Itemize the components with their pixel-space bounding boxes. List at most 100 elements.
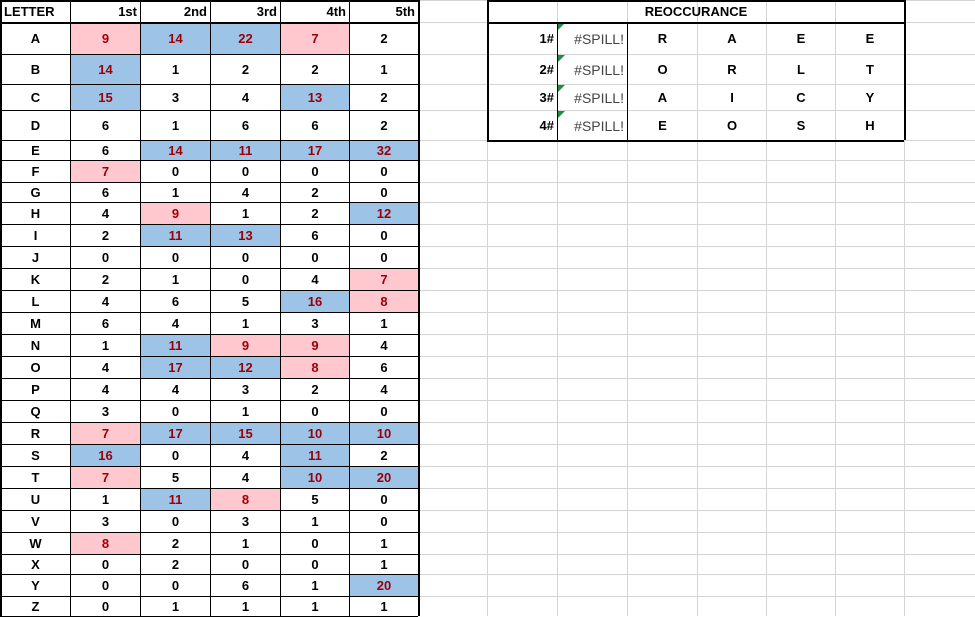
count-cell[interactable]: 3 bbox=[311, 316, 319, 331]
count-cell[interactable]: 0 bbox=[241, 250, 250, 265]
count-cell[interactable]: 6 bbox=[101, 316, 110, 331]
top-letter-cell[interactable]: C bbox=[796, 90, 806, 105]
count-cell[interactable]: 0 bbox=[241, 557, 250, 572]
count-cell[interactable]: 5 bbox=[311, 492, 319, 507]
count-cell[interactable]: 11 bbox=[141, 225, 210, 246]
count-cell[interactable]: 7 bbox=[281, 23, 349, 54]
count-cell[interactable]: 1 bbox=[241, 206, 250, 221]
rank-cell[interactable]: 3# bbox=[539, 90, 554, 105]
count-cell[interactable]: 1 bbox=[311, 514, 319, 529]
count-cell[interactable]: 1 bbox=[380, 316, 388, 331]
count-cell[interactable]: 0 bbox=[380, 228, 388, 243]
top-letter-cell[interactable]: O bbox=[657, 62, 668, 77]
count-cell[interactable]: 17 bbox=[141, 423, 210, 444]
count-cell[interactable]: 6 bbox=[241, 578, 250, 593]
count-cell[interactable]: 11 bbox=[281, 445, 349, 466]
count-cell[interactable]: 6 bbox=[101, 118, 110, 133]
count-cell[interactable]: 0 bbox=[101, 578, 110, 593]
count-cell[interactable]: 2 bbox=[101, 228, 110, 243]
count-cell[interactable]: 8 bbox=[71, 533, 140, 554]
top-letter-cell[interactable]: I bbox=[730, 90, 734, 105]
count-cell[interactable]: 0 bbox=[311, 164, 319, 179]
count-cell[interactable]: 14 bbox=[71, 55, 140, 84]
count-cell[interactable]: 6 bbox=[311, 228, 319, 243]
count-cell[interactable]: 4 bbox=[171, 382, 180, 397]
letter-cell[interactable]: K bbox=[30, 272, 41, 287]
letter-cell[interactable]: E bbox=[31, 143, 40, 158]
count-cell[interactable]: 0 bbox=[241, 272, 250, 287]
count-cell[interactable]: 1 bbox=[171, 185, 180, 200]
count-cell[interactable]: 2 bbox=[241, 62, 250, 77]
count-cell[interactable]: 1 bbox=[171, 118, 180, 133]
count-cell[interactable]: 4 bbox=[241, 448, 250, 463]
count-cell[interactable]: 13 bbox=[281, 85, 349, 110]
count-cell[interactable]: 0 bbox=[171, 164, 180, 179]
count-cell[interactable]: 9 bbox=[211, 335, 280, 356]
count-cell[interactable]: 6 bbox=[101, 143, 110, 158]
letter-cell[interactable]: T bbox=[31, 470, 40, 485]
count-cell[interactable]: 1 bbox=[241, 536, 250, 551]
position-header-3rd[interactable]: 3rd bbox=[256, 4, 277, 19]
letter-cell[interactable]: O bbox=[30, 360, 41, 375]
top-letter-cell[interactable]: A bbox=[727, 31, 737, 46]
letter-cell[interactable]: W bbox=[29, 536, 42, 551]
reoccurance-title[interactable]: REOCCURANCE bbox=[644, 4, 748, 19]
count-cell[interactable]: 9 bbox=[281, 335, 349, 356]
count-cell[interactable]: 3 bbox=[241, 514, 250, 529]
count-cell[interactable]: 4 bbox=[171, 316, 180, 331]
count-cell[interactable]: 20 bbox=[350, 467, 418, 488]
count-cell[interactable]: 6 bbox=[101, 185, 110, 200]
count-cell[interactable]: 14 bbox=[141, 141, 210, 160]
count-cell[interactable]: 2 bbox=[380, 31, 388, 46]
count-cell[interactable]: 7 bbox=[71, 161, 140, 182]
count-cell[interactable]: 10 bbox=[281, 423, 349, 444]
top-letter-cell[interactable]: S bbox=[796, 118, 806, 133]
letter-cell[interactable]: Y bbox=[31, 578, 40, 593]
count-cell[interactable]: 15 bbox=[71, 85, 140, 110]
spill-error-cell[interactable]: #SPILL! bbox=[558, 111, 627, 140]
spill-error-cell[interactable]: #SPILL! bbox=[558, 23, 627, 54]
top-letter-cell[interactable]: A bbox=[657, 90, 668, 105]
letter-cell[interactable]: A bbox=[30, 31, 41, 46]
count-cell[interactable]: 2 bbox=[101, 272, 110, 287]
count-cell[interactable]: 0 bbox=[380, 492, 388, 507]
count-cell[interactable]: 2 bbox=[380, 90, 388, 105]
letter-cell[interactable]: F bbox=[31, 164, 40, 179]
count-cell[interactable]: 6 bbox=[171, 294, 180, 309]
count-cell[interactable]: 3 bbox=[241, 382, 250, 397]
count-cell[interactable]: 4 bbox=[241, 90, 250, 105]
count-cell[interactable]: 4 bbox=[380, 382, 388, 397]
position-header-4th[interactable]: 4th bbox=[326, 4, 347, 19]
letter-cell[interactable]: Z bbox=[31, 599, 40, 614]
count-cell[interactable]: 10 bbox=[281, 467, 349, 488]
count-cell[interactable]: 1 bbox=[380, 599, 388, 614]
count-cell[interactable]: 4 bbox=[101, 294, 110, 309]
count-cell[interactable]: 1 bbox=[311, 578, 319, 593]
letter-cell[interactable]: V bbox=[31, 514, 40, 529]
count-cell[interactable]: 1 bbox=[101, 492, 110, 507]
count-cell[interactable]: 4 bbox=[380, 338, 388, 353]
count-cell[interactable]: 0 bbox=[171, 578, 180, 593]
count-cell[interactable]: 2 bbox=[380, 118, 388, 133]
count-cell[interactable]: 2 bbox=[171, 557, 180, 572]
count-cell[interactable]: 7 bbox=[71, 423, 140, 444]
letter-cell[interactable]: B bbox=[30, 62, 41, 77]
count-cell[interactable]: 1 bbox=[101, 338, 110, 353]
count-cell[interactable]: 13 bbox=[211, 225, 280, 246]
count-cell[interactable]: 2 bbox=[311, 206, 319, 221]
count-cell[interactable]: 0 bbox=[171, 514, 180, 529]
count-cell[interactable]: 8 bbox=[211, 489, 280, 510]
count-cell[interactable]: 7 bbox=[71, 467, 140, 488]
letter-cell[interactable]: U bbox=[30, 492, 41, 507]
count-cell[interactable]: 0 bbox=[101, 557, 110, 572]
letter-cell[interactable]: G bbox=[30, 185, 41, 200]
count-cell[interactable]: 4 bbox=[101, 382, 110, 397]
count-cell[interactable]: 3 bbox=[101, 514, 110, 529]
count-cell[interactable]: 0 bbox=[101, 250, 110, 265]
count-cell[interactable]: 4 bbox=[241, 185, 250, 200]
count-cell[interactable]: 1 bbox=[241, 404, 250, 419]
spill-error-cell[interactable]: #SPILL! bbox=[558, 85, 627, 110]
count-cell[interactable]: 12 bbox=[211, 357, 280, 378]
count-cell[interactable]: 3 bbox=[101, 404, 110, 419]
count-cell[interactable]: 17 bbox=[281, 141, 349, 160]
